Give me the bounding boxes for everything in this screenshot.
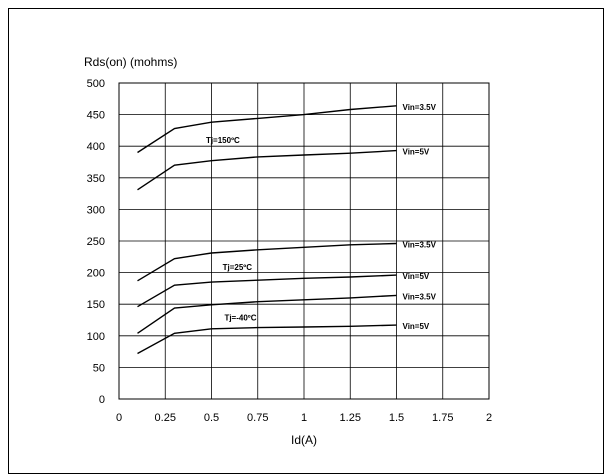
x-tick-label-8: 2 bbox=[486, 412, 492, 424]
series-line-2 bbox=[137, 242, 397, 282]
y-tick-label-7: 350 bbox=[87, 173, 105, 185]
series-lines bbox=[137, 105, 397, 355]
series-line-0 bbox=[137, 105, 397, 154]
series-line-5 bbox=[137, 324, 397, 355]
annotations: Tj=150ºC Tj=25ºC Tj=-40ºC bbox=[206, 136, 257, 323]
y-tick-label-1: 50 bbox=[93, 362, 105, 374]
x-tick-label-5: 1.25 bbox=[340, 412, 361, 424]
y-tick-label-5: 250 bbox=[87, 236, 105, 248]
x-tick-label-3: 0.75 bbox=[247, 412, 268, 424]
y-tick-label-6: 300 bbox=[87, 204, 105, 216]
x-tick-label-2: 0.5 bbox=[204, 412, 219, 424]
y-tick-label-4: 200 bbox=[87, 268, 105, 280]
y-tick-label-10: 500 bbox=[87, 78, 105, 90]
series-label-1: Vin=5V bbox=[403, 148, 430, 157]
y-tick-label-8: 400 bbox=[87, 141, 105, 153]
x-tick-label-1: 0.25 bbox=[155, 412, 176, 424]
series-line-1 bbox=[137, 149, 397, 191]
series-label-5: Vin=5V bbox=[403, 322, 430, 331]
series-label-2: Vin=3.5V bbox=[403, 241, 437, 250]
x-tick-label-6: 1.5 bbox=[389, 412, 404, 424]
series-line-4 bbox=[137, 294, 397, 334]
x-tick-labels: 0 0.25 0.5 0.75 1 1.25 1.5 1.75 2 bbox=[116, 412, 492, 424]
x-tick-label-7: 1.75 bbox=[432, 412, 453, 424]
annotation-1: Tj=25ºC bbox=[223, 263, 253, 272]
y-tick-label-0: 0 bbox=[99, 394, 105, 406]
series-line-3 bbox=[137, 274, 397, 308]
annotation-0: Tj=150ºC bbox=[206, 136, 240, 145]
x-tick-label-4: 1 bbox=[301, 412, 307, 424]
y-tick-label-3: 150 bbox=[87, 299, 105, 311]
x-axis-title: Id(A) bbox=[291, 433, 317, 447]
plot-border bbox=[118, 82, 490, 400]
y-tick-label-9: 450 bbox=[87, 110, 105, 122]
annotation-2: Tj=-40ºC bbox=[224, 313, 256, 322]
series-label-3: Vin=5V bbox=[403, 272, 430, 281]
series-label-0: Vin=3.5V bbox=[403, 103, 437, 112]
y-tick-label-2: 100 bbox=[87, 331, 105, 343]
series-label-4: Vin=3.5V bbox=[403, 292, 437, 301]
y-tick-labels: 0 50 100 150 200 250 300 350 400 450 500 bbox=[87, 78, 105, 406]
series-labels: Vin=3.5V Vin=5V Vin=3.5V Vin=5V Vin=3.5V Vin=… bbox=[403, 103, 437, 331]
x-tick-label-0: 0 bbox=[116, 412, 122, 424]
y-axis-title: Rds(on) (mohms) bbox=[84, 55, 177, 69]
